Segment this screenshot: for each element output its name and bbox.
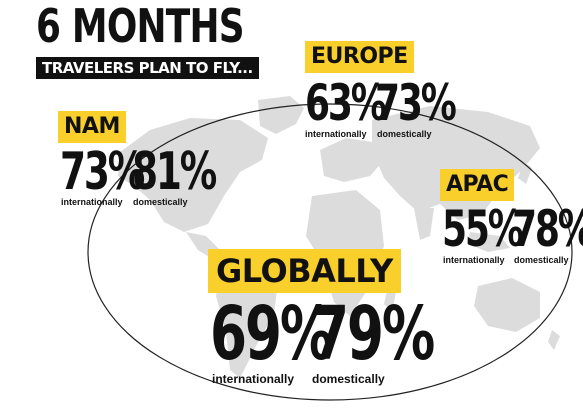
headline: 6 MONTHS xyxy=(36,0,245,53)
apac-label: APAC xyxy=(440,169,515,201)
nam-domestic-pct: 81% xyxy=(132,142,217,202)
global-domestic-pct: 79% xyxy=(312,291,435,377)
apac-domestic-pct: 78% xyxy=(512,200,583,258)
nam-international-pct: 73% xyxy=(60,142,145,202)
apac-domestic-caption: domestically xyxy=(514,255,569,265)
europe-label: EUROPE xyxy=(305,41,414,73)
nam-domestic-caption: domestically xyxy=(133,197,188,207)
europe-domestic-pct: 73% xyxy=(375,74,457,132)
apac-international-pct: 55% xyxy=(442,200,524,258)
europe-domestic-caption: domestically xyxy=(377,129,432,139)
europe-international-pct: 63% xyxy=(305,74,387,132)
nam-international-caption: internationally xyxy=(61,197,123,207)
nam-label: NAM xyxy=(58,111,126,143)
subheadline: TRAVELERS PLAN TO FLY... xyxy=(36,57,259,79)
europe-international-caption: internationally xyxy=(305,129,367,139)
orbit-ring xyxy=(87,103,573,401)
global-international-pct: 69% xyxy=(210,291,333,377)
global-label: GLOBALLY xyxy=(208,249,401,293)
apac-international-caption: internationally xyxy=(443,255,505,265)
global-domestic-caption: domestically xyxy=(312,372,385,386)
global-international-caption: internationally xyxy=(212,372,295,386)
